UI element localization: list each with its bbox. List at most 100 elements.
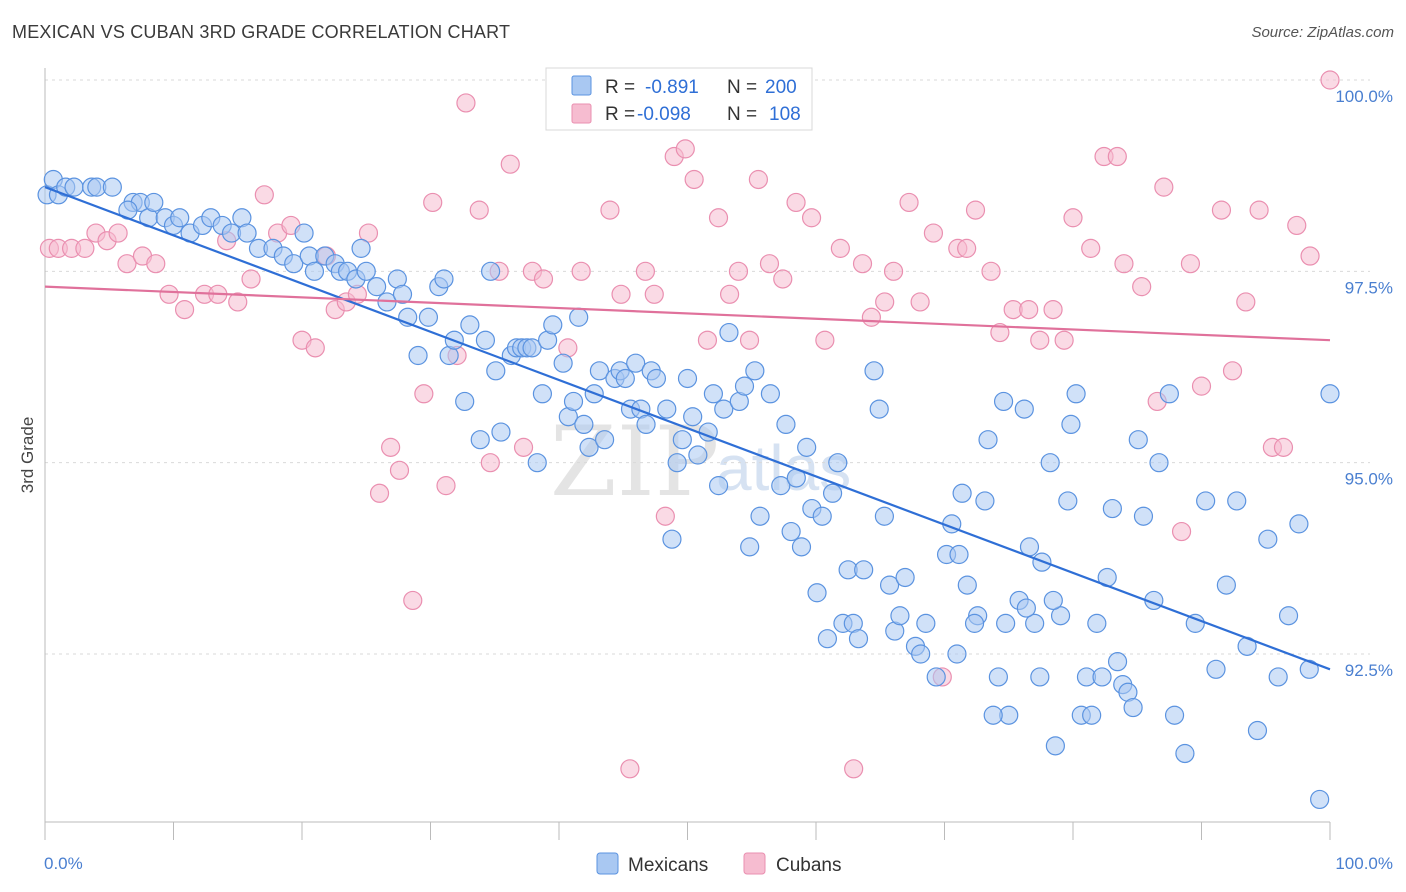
- mexicans-point: [1025, 613, 1045, 633]
- cubans-point: [480, 453, 500, 473]
- mexicans-point: [636, 414, 656, 434]
- cubans-point: [611, 284, 631, 304]
- mexicans-point: [1128, 430, 1148, 450]
- cubans-point: [883, 261, 904, 281]
- cubans-point: [852, 254, 873, 274]
- legend-swatch-mexicans: [571, 75, 592, 96]
- mexicans-point: [455, 391, 475, 412]
- mexicans-point: [356, 261, 376, 281]
- mexicans-point: [1175, 743, 1195, 764]
- mexicans-point: [1133, 506, 1154, 526]
- cubans-point: [1249, 200, 1269, 220]
- cubans-point: [1222, 361, 1243, 381]
- mexicans-point: [367, 277, 387, 297]
- bottom-legend-swatch-mexicans[interactable]: [596, 852, 619, 875]
- cubans-point: [801, 208, 822, 228]
- mexicans-point: [418, 307, 439, 327]
- cubans-point: [423, 192, 443, 213]
- mexicans-point: [864, 361, 884, 381]
- cubans-points: [39, 70, 1340, 779]
- mexicans-point: [1299, 659, 1319, 679]
- cubans-point: [1300, 246, 1320, 266]
- cubans-point: [571, 261, 591, 281]
- mexicans-point: [1159, 384, 1179, 404]
- mexicans-point: [1043, 590, 1063, 611]
- mexicans-point: [750, 506, 770, 526]
- mexicans-point: [1082, 705, 1102, 725]
- mexicans-point: [543, 315, 563, 335]
- cubans-point: [899, 192, 919, 213]
- mexicans-point: [1185, 613, 1205, 633]
- mexicans-point: [667, 453, 687, 473]
- mexicans-point: [589, 361, 610, 381]
- mexicans-point: [1206, 659, 1226, 679]
- mexicans-point: [1268, 667, 1288, 687]
- cubans-point: [684, 169, 704, 190]
- cubans-point: [675, 139, 695, 159]
- bottom-legend-label-cubans[interactable]: Cubans: [776, 855, 842, 876]
- cubans-point: [1180, 254, 1201, 274]
- cubans-point: [1191, 376, 1212, 396]
- mexicans-point: [822, 483, 843, 503]
- cubans-point: [500, 154, 520, 174]
- mexicans-point: [1092, 667, 1112, 687]
- cubans-point: [1054, 330, 1074, 350]
- mexicans-point: [594, 430, 615, 450]
- mexicans-point: [993, 391, 1014, 412]
- y-axis-label: 3rd Grade: [18, 417, 37, 494]
- cubans-point: [1107, 146, 1127, 167]
- cubans-point: [436, 476, 456, 496]
- mexicans-point: [662, 529, 682, 549]
- mexicans-point: [988, 667, 1008, 687]
- bottom-legend-label-mexicans[interactable]: Mexicans: [628, 855, 708, 876]
- mexicans-point: [703, 384, 724, 404]
- mexicans-point: [1040, 453, 1060, 473]
- mexicans-point: [978, 430, 998, 450]
- cubans-point: [965, 200, 986, 220]
- cubans-point: [117, 254, 137, 274]
- cubans-point: [533, 269, 554, 289]
- mexicans-point: [781, 521, 801, 542]
- mexicans-point: [1289, 514, 1309, 534]
- mexicans-point: [563, 391, 584, 412]
- mexicans-point: [392, 284, 413, 304]
- mexicans-point: [771, 476, 791, 496]
- mexicans-point: [672, 430, 692, 450]
- mexicans-point: [1320, 384, 1340, 404]
- cubans-point: [1273, 437, 1294, 457]
- chart-title: MEXICAN VS CUBAN 3RD GRADE CORRELATION C…: [12, 22, 511, 42]
- mexicans-point: [1045, 736, 1065, 756]
- bottom-legend-swatch-cubans[interactable]: [743, 852, 766, 875]
- mexicans-points: [37, 169, 1340, 810]
- cubans-point: [739, 330, 760, 350]
- mexicans-point: [745, 361, 765, 381]
- mexicans-point: [949, 544, 969, 565]
- mexicans-point: [284, 254, 304, 274]
- cubans-point: [830, 238, 850, 258]
- cubans-point: [957, 238, 977, 258]
- cubans-point: [241, 269, 261, 289]
- legend-r-value-cubans: -0.098: [637, 104, 691, 125]
- y-tick-label: 92.5%: [1345, 661, 1393, 680]
- mexicans-point: [1310, 789, 1330, 810]
- cubans-point: [1043, 300, 1063, 320]
- legend-n-label-cubans: N =: [727, 104, 757, 125]
- cubans-point: [990, 322, 1010, 343]
- mexicans-point: [1216, 575, 1236, 595]
- mexicans-point: [304, 261, 325, 281]
- cubans-point: [75, 238, 95, 258]
- mexicans-point: [964, 613, 985, 633]
- cubans-point: [1154, 177, 1174, 197]
- mexicans-point: [1050, 606, 1071, 626]
- mexicans-point: [1123, 697, 1143, 718]
- cubans-point: [728, 261, 749, 281]
- cubans-point: [369, 483, 390, 503]
- mexicans-point: [574, 414, 594, 434]
- mexicans-point: [812, 506, 832, 526]
- cubans-point: [759, 254, 780, 274]
- mexicans-point: [1014, 399, 1034, 419]
- mexicans-point: [626, 353, 646, 373]
- legend-box: R = -0.891 N = 200 R = -0.098 N = 108: [545, 67, 813, 131]
- mexicans-point: [677, 368, 698, 389]
- cubans-point: [1171, 521, 1192, 542]
